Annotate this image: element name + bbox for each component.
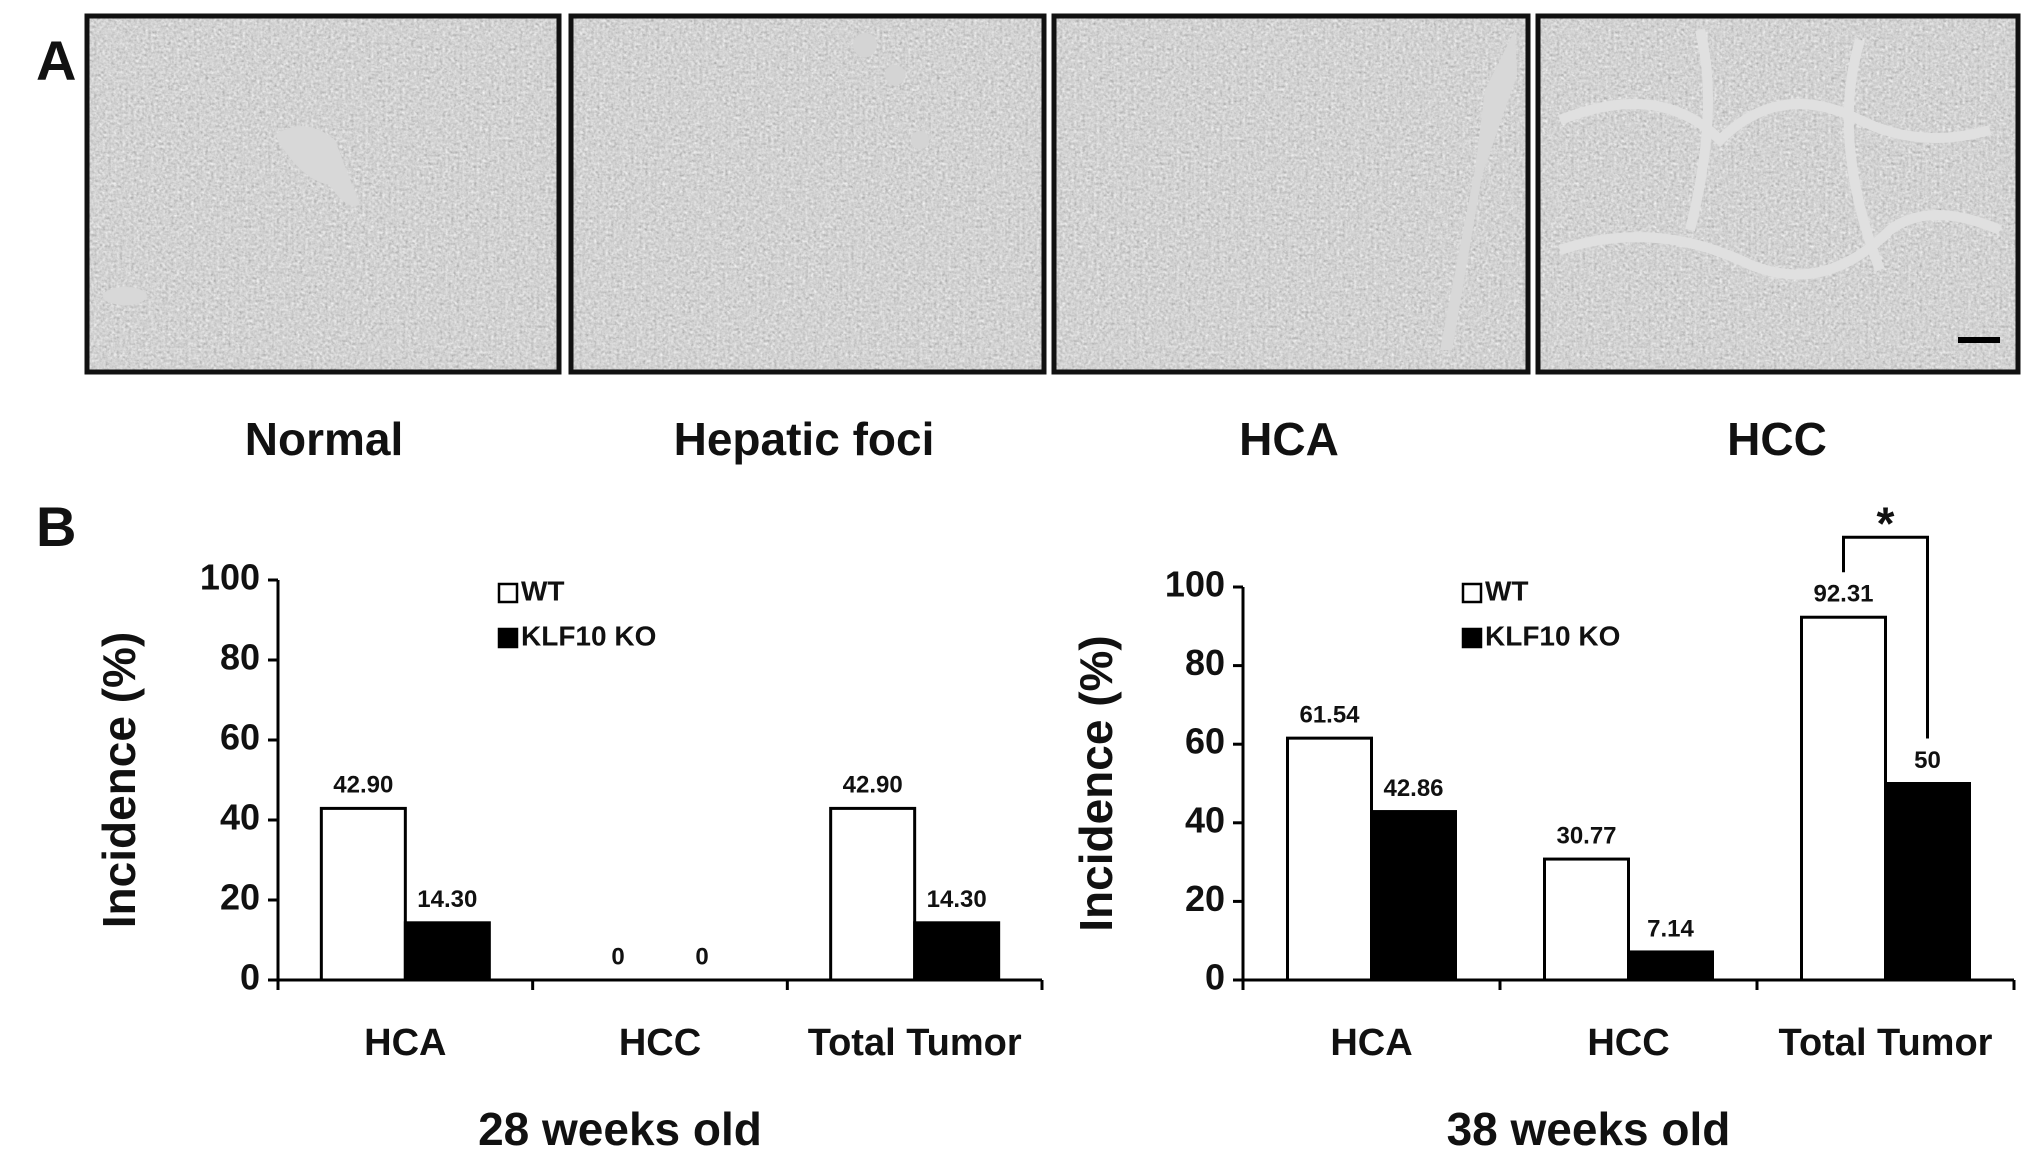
y-axis-title: Incidence (%) — [1070, 635, 1122, 932]
image-texture — [1538, 16, 2018, 372]
value-label: 0 — [611, 943, 624, 970]
histology-image — [568, 13, 1047, 375]
image-frame — [84, 13, 562, 375]
x-tick-label: HCA — [1330, 1022, 1412, 1064]
bar — [319, 806, 407, 982]
vacuole — [885, 65, 905, 85]
y-tick-label: 100 — [1165, 564, 1225, 605]
x-tick-label: Total Tumor — [808, 1022, 1022, 1064]
bar — [1627, 950, 1714, 982]
value-label: 14.30 — [417, 886, 477, 913]
bar — [913, 921, 1001, 982]
y-tick-label: 60 — [1185, 721, 1225, 762]
image-frame — [568, 13, 1047, 375]
y-axis-title: Incidence (%) — [93, 632, 145, 929]
panel-label: A — [36, 29, 76, 92]
vessel — [275, 126, 360, 206]
y-tick-label: 0 — [240, 957, 260, 998]
image-frame — [1051, 13, 1531, 375]
y-tick-label: 60 — [220, 717, 260, 758]
value-label: 0 — [695, 943, 708, 970]
value-label: 14.30 — [927, 886, 987, 913]
value-label: 7.14 — [1647, 915, 1694, 942]
x-axis-title: 28 weeks old — [478, 1103, 762, 1155]
bar — [829, 806, 917, 982]
y-tick-label: 20 — [220, 877, 260, 918]
panel-label: B — [36, 495, 76, 558]
bar — [1286, 736, 1373, 982]
legend-swatch — [1461, 627, 1483, 649]
value-label: 61.54 — [1299, 701, 1360, 728]
y-tick-label: 100 — [200, 557, 260, 598]
bar — [1800, 615, 1887, 982]
y-tick-label: 40 — [1185, 799, 1225, 840]
vacuole — [853, 33, 877, 57]
y-tick-label: 20 — [1185, 878, 1225, 919]
value-label: 50 — [1914, 747, 1941, 774]
histology-image — [84, 13, 562, 375]
legend-label: WT — [1485, 575, 1529, 606]
image-texture — [87, 16, 559, 372]
vessel — [1440, 30, 1517, 350]
bar — [1370, 810, 1457, 982]
value-label: 42.90 — [333, 772, 393, 799]
image-caption: HCC — [1727, 413, 1827, 465]
legend-swatch — [1461, 582, 1483, 604]
legend-label: WT — [521, 575, 565, 606]
significance-bracket — [1842, 535, 1929, 739]
image-frame — [1535, 13, 2021, 375]
vessel — [103, 287, 147, 305]
y-tick-label: 40 — [220, 797, 260, 838]
x-tick-label: HCA — [364, 1022, 446, 1064]
significance-mark: * — [1877, 497, 1895, 549]
vacuole — [911, 131, 929, 149]
image-caption: Normal — [245, 413, 403, 465]
legend-swatch — [497, 627, 519, 649]
value-label: 42.90 — [843, 772, 903, 799]
histology-image — [1535, 13, 2021, 375]
x-tick-label: HCC — [1587, 1022, 1669, 1064]
value-label: 30.77 — [1556, 822, 1616, 849]
y-tick-label: 0 — [1205, 957, 1225, 998]
stroma — [1558, 28, 2002, 280]
value-label: 92.31 — [1813, 581, 1873, 608]
bar — [403, 921, 491, 982]
value-label: 42.86 — [1383, 775, 1443, 802]
bar — [1543, 857, 1630, 982]
legend-label: KLF10 KO — [521, 620, 656, 651]
y-tick-label: 80 — [1185, 642, 1225, 683]
bar — [1884, 782, 1971, 982]
legend-swatch — [497, 582, 519, 604]
image-caption: Hepatic foci — [674, 413, 935, 465]
image-texture — [571, 16, 1044, 372]
x-tick-label: HCC — [619, 1022, 701, 1064]
legend-label: KLF10 KO — [1485, 620, 1620, 651]
image-caption: HCA — [1239, 413, 1339, 465]
x-tick-label: Total Tumor — [1779, 1022, 1993, 1064]
y-tick-label: 80 — [220, 637, 260, 678]
histology-image — [1051, 13, 1531, 375]
x-axis-title: 38 weeks old — [1447, 1103, 1731, 1155]
